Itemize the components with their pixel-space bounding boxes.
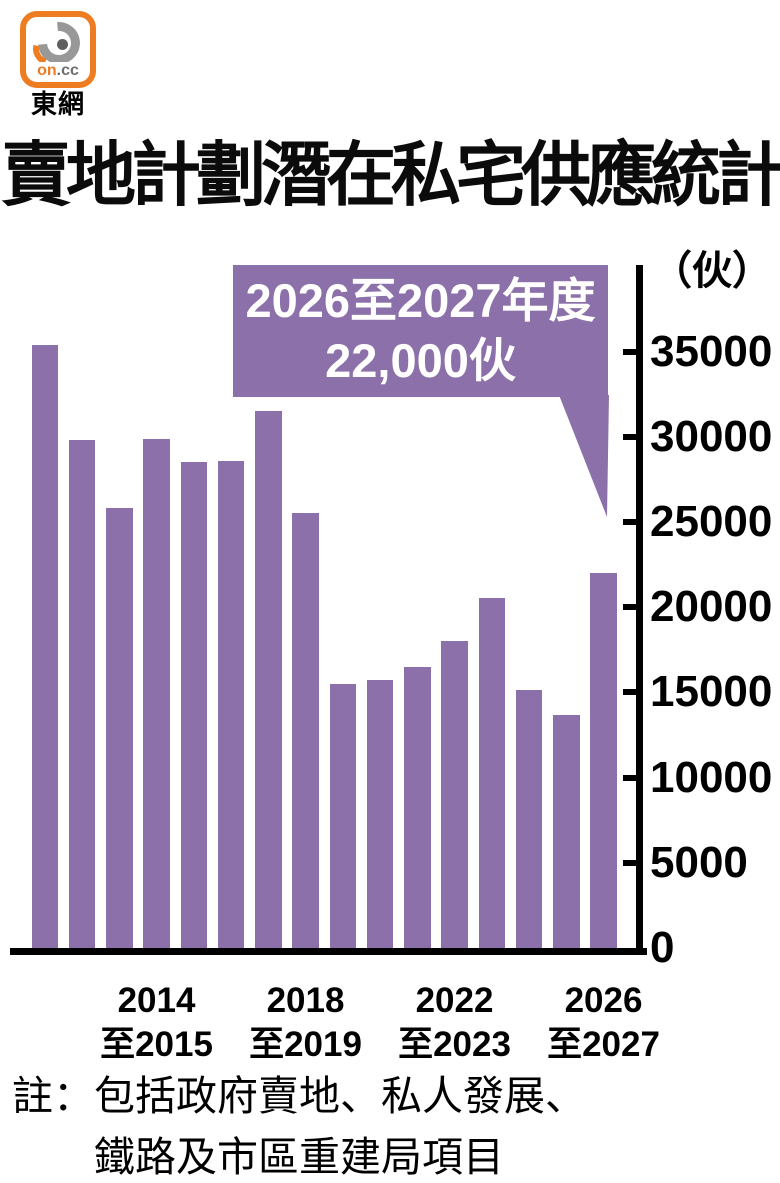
y-tick-label-10000: 10000 xyxy=(650,752,773,802)
bar-2013至2014 xyxy=(106,508,133,948)
x-tick-label-2026: 2026 至2027 xyxy=(547,981,660,1064)
x-tick-label-2022: 2022 至2023 xyxy=(398,981,511,1064)
bar-2017至2018 xyxy=(255,411,282,948)
y-tick-label-20000: 20000 xyxy=(650,582,773,632)
footnote-line-1: 註：包括政府賣地、私人發展、 xyxy=(12,1073,586,1119)
y-tick-5000 xyxy=(623,859,637,866)
bar-2018至2019 xyxy=(292,513,319,948)
y-tick-label-30000: 30000 xyxy=(650,411,773,461)
logo-caption: 東網 xyxy=(30,89,85,119)
annotation-line-1: 2026至2027年度 xyxy=(245,274,596,327)
bar-2024至2025 xyxy=(515,689,543,948)
bar-2014至2015 xyxy=(143,438,170,948)
footnote: 註：包括政府賣地、私人發展、 鐵路及市區重建局項目 xyxy=(12,1066,586,1183)
y-tick-label-15000: 15000 xyxy=(650,667,773,717)
y-tick-10000 xyxy=(623,774,637,781)
logo-text-cc: .cc xyxy=(56,62,79,79)
x-axis-line xyxy=(10,948,647,955)
oncc-logo: on.cc xyxy=(20,11,96,88)
x-tick-label-2014: 2014 至2015 xyxy=(100,981,213,1064)
bar-2012至2013 xyxy=(68,440,96,948)
bar-2021至2022 xyxy=(404,666,431,948)
bar-2015至2016 xyxy=(180,462,207,948)
footnote-line-2: 鐵路及市區重建局項目 xyxy=(94,1134,504,1180)
y-tick-label-25000: 25000 xyxy=(650,497,773,546)
bar-2023至2024 xyxy=(478,597,505,948)
annotation-pointer-icon xyxy=(559,395,609,517)
logo-wordmark: on.cc xyxy=(26,62,90,80)
oncc-swirl-dot-icon xyxy=(57,39,68,50)
y-tick-label-35000: 35000 xyxy=(650,326,773,376)
bar-2022至2023 xyxy=(441,641,468,948)
y-tick-30000 xyxy=(623,433,637,440)
y-tick-35000 xyxy=(623,348,637,355)
bar-2016至2017 xyxy=(217,460,245,948)
bar-2011至2012 xyxy=(31,344,58,948)
bar-2025至2026 xyxy=(553,714,580,948)
x-tick-label-2018: 2018 至2019 xyxy=(249,981,362,1064)
annotation-line-2: 22,000伙 xyxy=(325,334,516,387)
y-tick-20000 xyxy=(623,604,637,611)
y-tick-25000 xyxy=(623,519,637,525)
y-axis-line xyxy=(636,265,643,955)
bar-2026至2027 xyxy=(590,573,617,948)
logo-text-on: on xyxy=(37,62,57,79)
y-tick-15000 xyxy=(623,689,637,696)
bar-2019至2020 xyxy=(329,683,356,948)
y-axis-unit-label: （伙） xyxy=(652,249,772,293)
page-title: 賣地計劃潛在私宅供應統計 xyxy=(1,136,780,214)
bar-2020至2021 xyxy=(366,680,394,948)
annotation-callout: 2026至2027年度 22,000伙 xyxy=(233,265,608,397)
y-tick-label-0: 0 xyxy=(650,923,675,972)
y-tick-label-5000: 5000 xyxy=(650,837,748,887)
